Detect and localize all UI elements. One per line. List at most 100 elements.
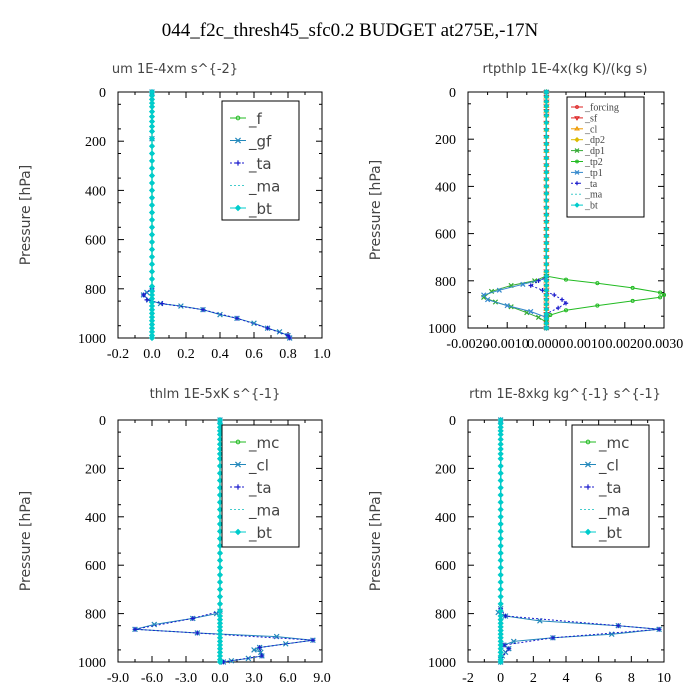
data-point: [216, 600, 224, 608]
data-point: [497, 455, 504, 462]
legend-label: _tp2: [584, 157, 603, 168]
data-point: [148, 261, 156, 268]
data-point: [497, 571, 504, 578]
data-point: [543, 254, 550, 261]
legend-label: _bt: [248, 200, 272, 219]
y-tick-label: 600: [85, 234, 106, 249]
x-tick-label: 0.6: [245, 347, 263, 362]
legend-label: _dp1: [584, 146, 605, 157]
data-point: [216, 586, 224, 593]
y-tick-label: 1000: [428, 656, 456, 671]
data-point: [148, 165, 156, 172]
data-point: [148, 187, 156, 194]
legend-label: _ma: [598, 502, 630, 521]
x-tick-label: 0.2: [177, 347, 195, 362]
data-point: [543, 141, 550, 147]
legend-marker: [574, 202, 580, 208]
data-point: [216, 658, 224, 666]
data-point: [148, 194, 156, 201]
legend: _mc _cl _ta _ma _bt: [571, 424, 650, 548]
data-point: [148, 157, 156, 164]
data-point: [497, 542, 504, 549]
legend-entry: _mc: [230, 434, 279, 453]
data-point: [497, 491, 504, 499]
data-point: [148, 123, 156, 130]
data-point: [217, 311, 223, 318]
y-tick-label: 600: [85, 559, 106, 574]
data-point: [148, 135, 156, 142]
y-axis-label: Pressure [hPa]: [368, 491, 384, 591]
legend: _mc _cl _ta _ma _bt: [221, 424, 300, 548]
x-tick-label: 10: [657, 671, 671, 686]
legend-entry: _bt: [580, 524, 622, 543]
x-tick-label: -0.0020: [446, 337, 489, 352]
data-point: [506, 646, 512, 652]
legend-entry: _ma: [230, 178, 280, 197]
x-tick-label: -2: [462, 671, 474, 686]
legend-label: _forcing: [584, 103, 619, 114]
y-tick-label: 200: [435, 462, 456, 477]
x-tick-label: 8: [628, 671, 635, 686]
data-point: [148, 103, 156, 110]
data-point: [216, 557, 224, 564]
data-point: [257, 645, 263, 650]
data-point: [148, 216, 156, 224]
legend-marker: [575, 105, 579, 109]
series-tp1: [481, 89, 550, 331]
legend-entry: _bt: [230, 200, 272, 219]
data-point: [543, 155, 550, 161]
data-point: [497, 593, 504, 600]
series-ta: [141, 89, 293, 341]
data-point: [550, 635, 556, 641]
data-point: [148, 224, 156, 231]
data-point: [148, 275, 156, 283]
data-point: [497, 513, 504, 520]
data-point: [497, 586, 504, 593]
data-point: [543, 148, 550, 154]
data-point: [148, 238, 156, 246]
data-point: [216, 571, 224, 578]
y-tick-label: 0: [99, 86, 106, 101]
data-point: [543, 169, 550, 176]
data-point: [148, 231, 156, 238]
x-tick-label: 0.0030: [645, 337, 684, 352]
y-tick-label: 800: [85, 283, 106, 298]
data-point: [497, 477, 504, 484]
y-tick-label: 1000: [78, 656, 106, 671]
x-tick-label: 0.0000: [527, 337, 566, 352]
data-point: [497, 431, 504, 438]
legend-label: _bt: [598, 524, 622, 543]
data-point: [190, 616, 196, 621]
legend-box: [571, 424, 650, 548]
data-point: [148, 179, 156, 187]
legend-entry: _f: [230, 110, 263, 129]
legend-marker: [234, 461, 242, 468]
data-point: [528, 283, 533, 288]
legend-marker: [574, 148, 580, 154]
y-tick-label: 1000: [428, 322, 456, 337]
data-point: [497, 520, 504, 528]
legend-marker: [234, 204, 242, 212]
legend-entry: _mc: [580, 434, 629, 453]
legend-marker: [584, 528, 592, 536]
y-tick-label: 0: [99, 414, 106, 429]
legend-label: _ta: [248, 155, 272, 174]
legend-entry: _bt: [230, 524, 272, 543]
data-point: [148, 334, 156, 342]
data-point: [496, 287, 502, 293]
data-point: [148, 268, 156, 275]
data-point: [661, 292, 667, 297]
legend-box: [566, 96, 645, 218]
legend-entry: _tp2: [571, 157, 603, 168]
data-point: [497, 499, 504, 506]
y-tick-label: 800: [435, 608, 456, 623]
y-tick-label: 400: [85, 184, 106, 199]
legend-marker: [234, 528, 242, 536]
data-point: [282, 641, 289, 647]
data-point: [543, 233, 550, 239]
y-axis-label: Pressure [hPa]: [18, 491, 34, 591]
figure-title: 044_f2c_thresh45_sfc0.2 BUDGET at275E,-1…: [161, 20, 539, 41]
data-point: [251, 647, 257, 653]
y-tick-label: 1000: [78, 332, 106, 347]
